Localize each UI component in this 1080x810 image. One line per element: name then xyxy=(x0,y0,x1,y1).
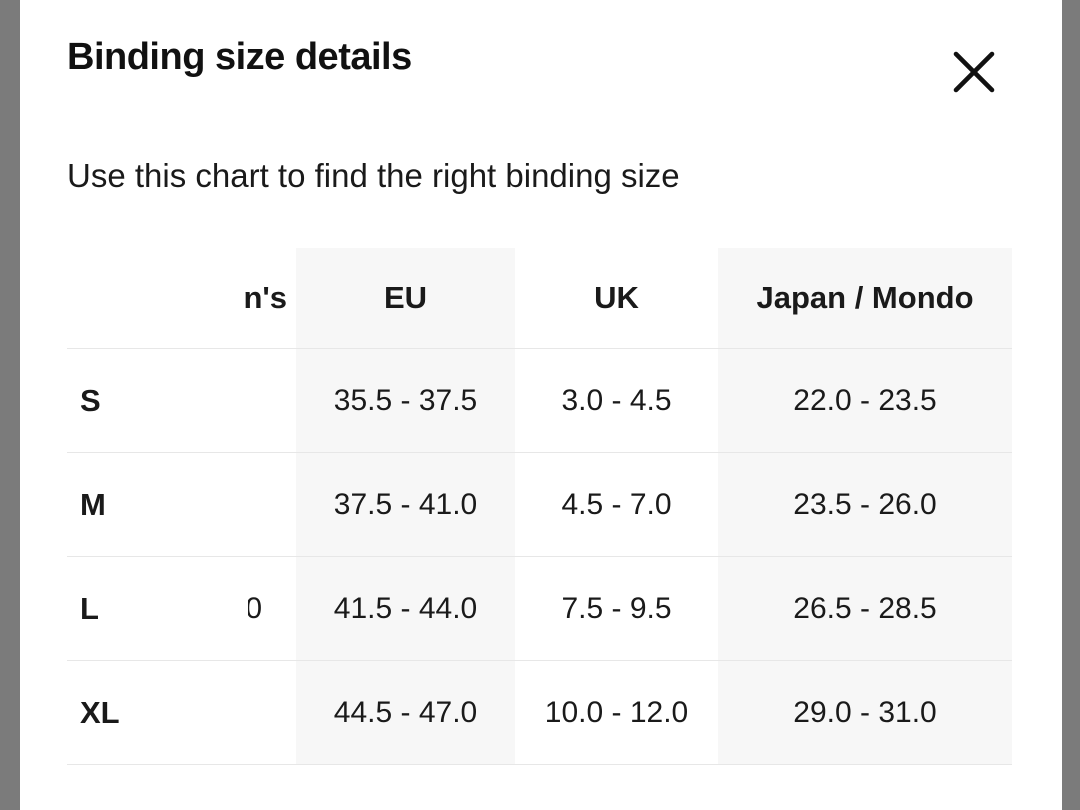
row-label-m: M xyxy=(67,453,296,557)
close-icon xyxy=(952,50,996,94)
hidden-column-header-fragment: n's xyxy=(243,280,287,315)
cell-l-eu: 41.5 - 44.0 xyxy=(296,557,515,661)
size-label: XL xyxy=(80,694,120,730)
close-button[interactable] xyxy=(942,40,1006,104)
dimmed-background-left xyxy=(0,0,20,810)
cell-m-uk: 4.5 - 7.0 xyxy=(515,453,718,557)
row-label-l: L 0 xyxy=(67,557,296,661)
dimmed-background-right xyxy=(1062,0,1080,810)
header-hidden-column: n's xyxy=(67,248,296,349)
cell-s-japan: 22.0 - 23.5 xyxy=(718,349,1012,453)
cell-xl-japan: 29.0 - 31.0 xyxy=(718,661,1012,765)
binding-size-modal: Binding size details Use this chart to f… xyxy=(20,0,1062,810)
cell-m-eu: 37.5 - 41.0 xyxy=(296,453,515,557)
cell-s-eu: 35.5 - 37.5 xyxy=(296,349,515,453)
modal-subtitle: Use this chart to find the right binding… xyxy=(67,157,680,194)
header-japan-mondo: Japan / Mondo xyxy=(718,248,1012,349)
size-label: L xyxy=(80,590,99,626)
cell-l-japan: 26.5 - 28.5 xyxy=(718,557,1012,661)
cell-xl-eu: 44.5 - 47.0 xyxy=(296,661,515,765)
hidden-column-fragment: 0 xyxy=(248,591,262,625)
cell-l-uk: 7.5 - 9.5 xyxy=(515,557,718,661)
binding-size-table: n's EU UK Japan / Mondo S 35.5 - 37.5 3.… xyxy=(67,248,1012,765)
cell-m-japan: 23.5 - 26.0 xyxy=(718,453,1012,557)
size-label: M xyxy=(80,486,106,522)
row-label-xl: XL xyxy=(67,661,296,765)
header-uk: UK xyxy=(515,248,718,349)
size-label: S xyxy=(80,382,101,418)
row-label-s: S xyxy=(67,349,296,453)
header-eu: EU xyxy=(296,248,515,349)
cell-s-uk: 3.0 - 4.5 xyxy=(515,349,718,453)
cell-xl-uk: 10.0 - 12.0 xyxy=(515,661,718,765)
modal-title: Binding size details xyxy=(67,36,412,78)
